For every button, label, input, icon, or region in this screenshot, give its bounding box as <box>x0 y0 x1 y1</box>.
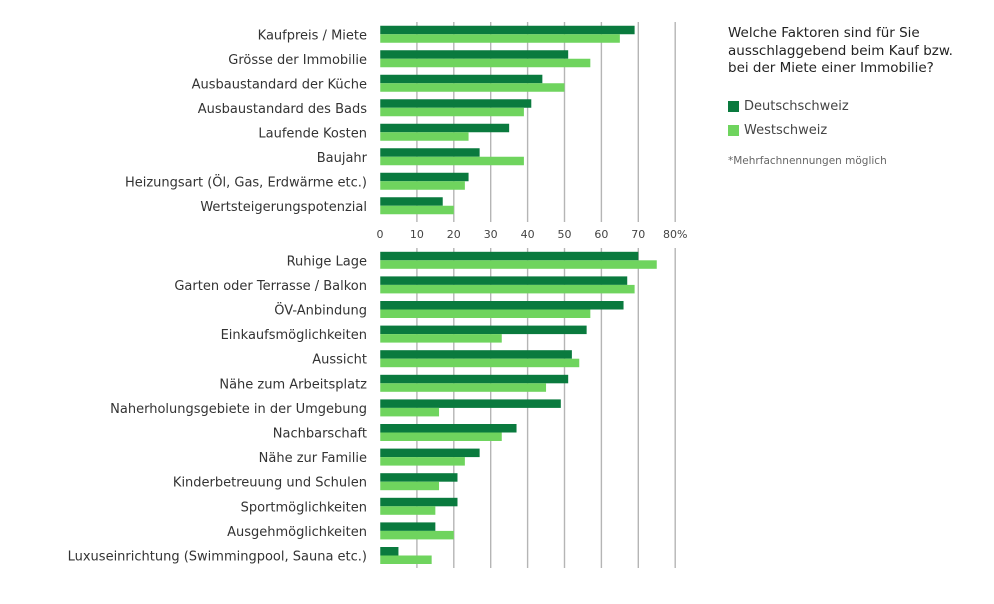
bar-westschweiz <box>380 156 524 166</box>
x-tick-label: 40 <box>521 228 535 241</box>
category-label: Heizungsart (Öl, Gas, Erdwärme etc.) <box>125 173 367 190</box>
category-label: Nähe zur Familie <box>259 451 367 466</box>
category-label: Ausgehmöglichkeiten <box>227 525 367 540</box>
bar-westschweiz <box>380 181 465 190</box>
category-label: Grösse der Immobilie <box>228 53 367 68</box>
bar-westschweiz <box>380 58 591 68</box>
legend-label: Deutschschweiz <box>744 99 849 114</box>
footnote: *Mehrfachnennungen möglich <box>728 155 887 167</box>
bar-deutschschweiz <box>380 424 517 433</box>
category-label: Nachbarschaft <box>273 427 367 442</box>
bar-westschweiz <box>380 334 502 343</box>
category-label: Ausbaustandard des Bads <box>198 102 367 117</box>
legend-item-deutschschweiz: Deutschschweiz <box>728 99 849 114</box>
legend-label: Westschweiz <box>744 123 828 138</box>
bar-deutschschweiz <box>380 473 458 482</box>
category-label: Nähe zum Arbeitsplatz <box>219 377 367 392</box>
bar-westschweiz <box>380 205 454 215</box>
x-tick-label: 30 <box>484 228 498 241</box>
bar-westschweiz <box>380 358 580 368</box>
chart-title-line: bei der Miete einer Immobilie? <box>728 60 934 76</box>
x-tick-label: 50 <box>558 228 572 241</box>
category-label: Kaufpreis / Miete <box>258 28 367 43</box>
bar-westschweiz <box>380 132 469 141</box>
category-label: Garten oder Terrasse / Balkon <box>174 279 367 294</box>
bar-deutschschweiz <box>380 99 532 108</box>
legend-item-westschweiz: Westschweiz <box>728 123 827 138</box>
bar-westschweiz <box>380 260 657 269</box>
bar-westschweiz <box>380 107 524 117</box>
bar-westschweiz <box>380 506 436 515</box>
x-tick-label: 10 <box>410 228 424 241</box>
chart-title: Welche Faktoren sind für Sie ausschlagge… <box>728 25 978 78</box>
x-tick-label: 70 <box>631 228 645 241</box>
category-label: Wertsteigerungspotenzial <box>200 200 367 215</box>
x-tick-label: 0 <box>377 228 384 241</box>
category-label: Kinderbetreuung und Schulen <box>173 476 367 491</box>
bar-westschweiz <box>380 407 440 417</box>
bar-deutschschweiz <box>380 350 572 359</box>
bar-westschweiz <box>380 457 465 466</box>
legend-swatch-westschweiz <box>728 125 739 136</box>
bar-deutschschweiz <box>380 197 443 206</box>
bar-deutschschweiz <box>380 522 436 531</box>
bar-westschweiz <box>380 432 502 441</box>
bar-deutschschweiz <box>380 276 628 285</box>
category-label: Sportmöglichkeiten <box>241 500 367 515</box>
bar-deutschschweiz <box>380 172 469 182</box>
x-tick-label: 80% <box>663 228 687 241</box>
bar-westschweiz <box>380 34 620 43</box>
bar-westschweiz <box>380 530 454 540</box>
bar-westschweiz <box>380 555 432 564</box>
legend-swatch-deutschschweiz <box>728 101 739 112</box>
category-label: ÖV-Anbindung <box>274 302 367 319</box>
x-tick-label: 60 <box>594 228 608 241</box>
bar-deutschschweiz <box>380 50 569 59</box>
bar-deutschschweiz <box>380 399 561 408</box>
chart-title-line: ausschlaggebend beim Kauf bzw. <box>728 42 953 59</box>
bar-deutschschweiz <box>380 251 639 261</box>
bar-deutschschweiz <box>380 497 458 507</box>
bar-deutschschweiz <box>380 25 635 35</box>
bar-deutschschweiz <box>380 448 480 458</box>
bar-deutschschweiz <box>380 148 480 157</box>
bar-deutschschweiz <box>380 123 510 133</box>
category-label: Einkaufsmöglichkeiten <box>221 328 367 343</box>
x-tick-label: 20 <box>447 228 461 241</box>
category-label: Naherholungsgebiete in der Umgebung <box>110 402 367 417</box>
category-label: Aussicht <box>312 353 367 368</box>
chart-title-line: Welche Faktoren sind für Sie <box>728 25 920 41</box>
bar-deutschschweiz <box>380 374 569 384</box>
bar-westschweiz <box>380 383 547 392</box>
bar-westschweiz <box>380 83 565 92</box>
bar-westschweiz <box>380 481 440 491</box>
category-label: Baujahr <box>317 151 368 166</box>
bar-deutschschweiz <box>380 547 399 556</box>
bar-deutschschweiz <box>380 74 543 84</box>
category-label: Laufende Kosten <box>258 126 367 141</box>
bar-westschweiz <box>380 284 635 294</box>
category-label: Ausbaustandard der Küche <box>192 77 367 92</box>
bar-deutschschweiz <box>380 301 624 310</box>
bar-deutschschweiz <box>380 325 587 335</box>
category-label: Ruhige Lage <box>287 254 367 269</box>
category-label: Luxuseinrichtung (Swimmingpool, Sauna et… <box>68 550 367 565</box>
bar-westschweiz <box>380 309 591 318</box>
